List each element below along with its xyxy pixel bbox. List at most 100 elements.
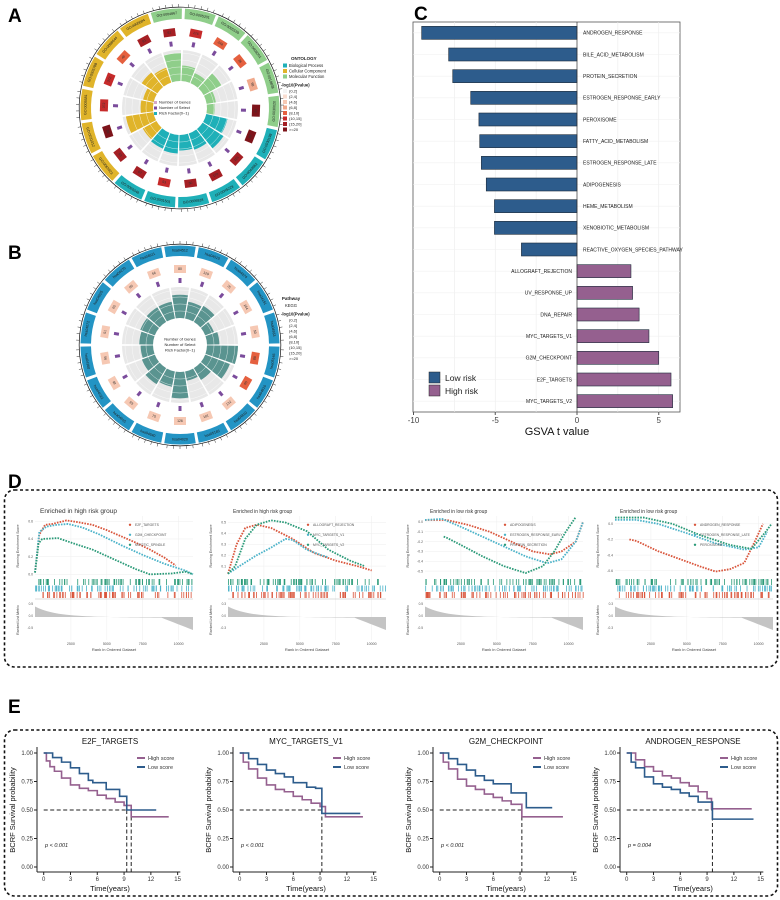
hit-tick xyxy=(450,585,452,592)
legend-label: ALLOGRAFT_REJECTION xyxy=(313,523,355,527)
hit-tick xyxy=(127,585,129,592)
hit-tick xyxy=(280,592,282,598)
hit-tick xyxy=(56,592,58,598)
hit-tick xyxy=(457,579,458,585)
gsea-plot: 2500 5000 7500 10000 0.0 -0.2 -0.4 -0.6 Enriched… xyxy=(596,509,773,652)
outer-axis-arc xyxy=(274,310,282,345)
hit-tick xyxy=(617,585,619,592)
hit-tick xyxy=(425,579,427,585)
hit-tick xyxy=(557,585,559,592)
y-tick-label: 1.00 xyxy=(21,751,33,757)
pvalue-box xyxy=(221,396,237,411)
hit-tick xyxy=(655,592,657,598)
outer-axis-arc xyxy=(162,443,198,447)
rich-factor-bar xyxy=(140,100,154,113)
select-count-glyph xyxy=(224,147,231,154)
hit-markers-estrogen_response_late xyxy=(617,585,772,592)
y-axis-title: Running Enrichment Score xyxy=(209,525,213,568)
hit-tick xyxy=(176,585,178,592)
hit-tick xyxy=(434,579,435,585)
gene-count-label: 56 xyxy=(103,356,108,361)
hit-tick xyxy=(276,585,278,592)
y2-axis-title: Ranked List Metric xyxy=(16,605,20,635)
hit-tick xyxy=(678,592,680,598)
hit-tick xyxy=(137,592,139,598)
x-tick-label: -10 xyxy=(408,416,420,425)
y2-tick-label: -0.3 xyxy=(608,626,614,630)
hit-tick xyxy=(121,579,122,585)
segment-label: GO:0019838 xyxy=(265,68,275,89)
hit-tick xyxy=(546,585,548,592)
hit-tick xyxy=(366,585,367,592)
hit-tick xyxy=(474,585,476,592)
gsea-title: Enriched in high risk group xyxy=(233,509,292,515)
hit-tick xyxy=(267,592,269,598)
hit-tick xyxy=(119,585,121,592)
hit-tick xyxy=(68,585,70,592)
hit-tick xyxy=(61,585,63,592)
outer-axis-arc xyxy=(217,14,248,34)
hit-tick xyxy=(451,585,453,592)
legend-marker xyxy=(128,543,132,546)
hit-tick xyxy=(551,592,552,598)
axis-tick xyxy=(136,13,139,17)
hit-tick xyxy=(345,585,347,592)
pvalue-box xyxy=(244,129,257,144)
category-band xyxy=(240,35,268,65)
hit-tick xyxy=(681,592,683,598)
hit-tick xyxy=(503,592,504,598)
hit-tick xyxy=(760,592,762,598)
grid-ring xyxy=(131,59,229,157)
legend-marker xyxy=(693,543,697,546)
x-tick-label: 3 xyxy=(69,877,73,883)
hit-tick xyxy=(463,585,465,592)
select-count-glyph xyxy=(135,292,142,299)
bar-uv_response_up xyxy=(576,286,633,300)
hit-tick xyxy=(771,579,772,585)
hit-tick xyxy=(513,585,515,592)
category-band xyxy=(92,151,120,181)
axis-tick xyxy=(81,75,85,77)
axis-tick xyxy=(238,23,241,27)
hit-tick xyxy=(228,585,229,592)
hit-tick xyxy=(566,585,567,592)
grid-ring xyxy=(138,66,222,150)
hit-tick xyxy=(48,579,49,585)
hit-tick xyxy=(238,579,240,585)
panel-label-c: C xyxy=(414,4,428,25)
hit-tick xyxy=(83,579,84,585)
y-axis-title: Running Enrichment Score xyxy=(16,525,20,568)
hit-tick xyxy=(534,592,536,598)
hit-tick xyxy=(104,579,106,585)
rich-factor-bar xyxy=(181,65,196,83)
axis-tick xyxy=(86,62,90,65)
rich-factor-bar xyxy=(205,332,220,345)
y-tick-label: -0.4 xyxy=(417,559,423,563)
hit-tick xyxy=(345,592,346,598)
hit-tick xyxy=(311,585,313,592)
pvalue-bin-label: >=20 xyxy=(289,356,299,361)
hit-tick xyxy=(94,579,96,585)
gene-count-label: 97 xyxy=(137,170,142,175)
hit-tick xyxy=(174,592,176,598)
hit-tick xyxy=(684,585,686,592)
select-count-glyph xyxy=(235,129,242,135)
axis-tick xyxy=(250,33,254,37)
select-count-glyph xyxy=(112,104,119,108)
hit-tick xyxy=(185,592,187,598)
hit-tick xyxy=(659,585,660,592)
panel-label-e: E xyxy=(8,697,21,718)
hit-tick xyxy=(252,585,254,592)
hit-tick xyxy=(697,585,699,592)
hit-tick xyxy=(354,592,356,598)
y-tick-label: 0.25 xyxy=(604,837,616,843)
hit-tick xyxy=(655,579,657,585)
axis-tick xyxy=(275,75,279,78)
axis-tick xyxy=(226,252,228,256)
pvalue-box xyxy=(239,375,253,391)
y2-tick-label: 0.5 xyxy=(419,602,424,606)
hit-tick xyxy=(261,592,263,598)
hit-tick xyxy=(658,585,660,592)
select-count-glyph xyxy=(240,108,247,112)
hit-tick xyxy=(357,579,358,585)
